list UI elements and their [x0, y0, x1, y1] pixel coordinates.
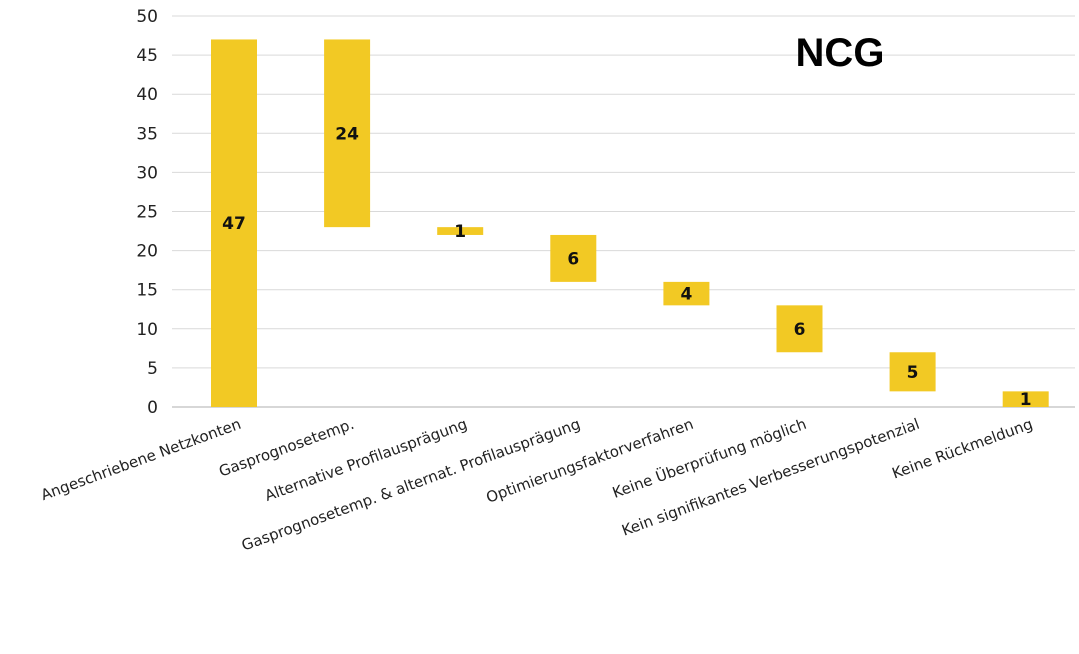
data-label: 24: [335, 124, 359, 144]
y-tick-label: 40: [136, 85, 158, 105]
y-tick-label: 30: [136, 163, 158, 183]
bars: [211, 39, 1049, 408]
category-label: Angeschriebene Netzkonten: [38, 415, 243, 504]
y-tick-label: 45: [136, 46, 158, 66]
y-tick-label: 50: [136, 7, 158, 27]
category-label: Keine Überprüfung möglich: [610, 414, 809, 502]
bar: [211, 39, 257, 408]
category-label: Optimierungsfaktorverfahren: [484, 415, 696, 507]
chart-title: NCG: [796, 31, 885, 75]
bar: [437, 227, 484, 235]
data-label: 1: [1020, 390, 1032, 410]
data-label: 5: [907, 363, 919, 383]
bar: [550, 234, 597, 282]
data-label: 6: [794, 320, 806, 340]
data-label: 47: [222, 214, 246, 234]
y-tick-label: 35: [136, 124, 158, 144]
bar: [1002, 391, 1049, 407]
data-label: 1: [454, 222, 466, 242]
bar: [663, 281, 710, 306]
data-label: 4: [680, 285, 692, 305]
y-tick-label: 5: [147, 359, 158, 379]
y-tick-label: 20: [136, 242, 158, 262]
y-axis-ticks: 0 5 10 15 20 25 30 35 40 45 50: [136, 7, 158, 418]
category-labels: Angeschriebene NetzkontenGasprognosetemp…: [38, 414, 1035, 555]
bar: [324, 39, 371, 228]
data-label: 6: [567, 249, 579, 269]
y-tick-label: 10: [136, 320, 158, 340]
y-tick-label: 25: [136, 203, 158, 223]
gridlines: [172, 15, 1075, 408]
y-tick-label: 15: [136, 281, 158, 301]
bar: [889, 352, 936, 392]
y-tick-label: 0: [147, 398, 158, 418]
bar: [776, 305, 823, 353]
data-labels: 47 24 1 6 4 6 5 1: [222, 124, 1031, 410]
